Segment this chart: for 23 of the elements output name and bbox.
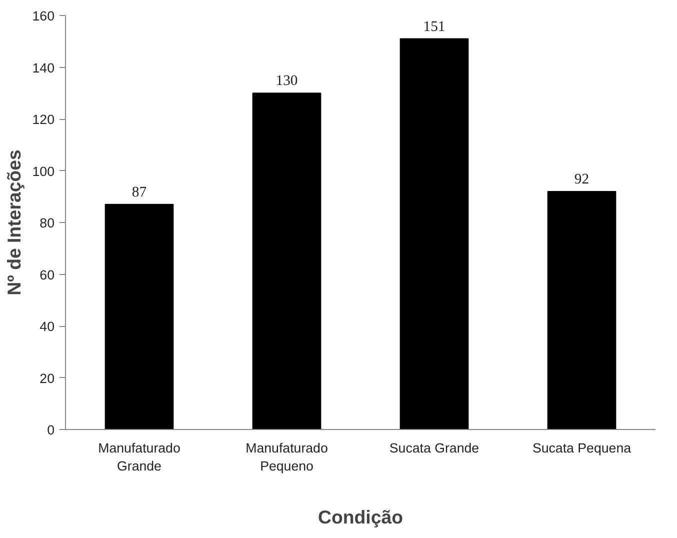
bar	[547, 190, 616, 430]
data-label: 130	[276, 73, 298, 90]
y-axis-title: Nº de Interações	[3, 150, 24, 296]
bar	[252, 92, 322, 430]
data-label: 151	[423, 18, 446, 35]
y-tick-label: 140	[32, 60, 55, 76]
y-tick-label: 40	[40, 319, 55, 334]
y-tick-label: 100	[32, 164, 55, 179]
data-label: 92	[574, 171, 590, 188]
x-tick-label: Sucata Grande	[389, 440, 480, 456]
y-tick-label: 20	[40, 370, 55, 386]
x-tick-label: Sucata Pequena	[532, 440, 632, 456]
y-tick-label: 160	[32, 8, 55, 24]
y-tick-label: 60	[40, 267, 55, 282]
bar	[104, 204, 174, 430]
x-axis-title: Condição	[318, 506, 404, 528]
y-tick-label: 0	[47, 422, 55, 438]
x-tick-label: Manufaturado Grande	[98, 440, 180, 474]
data-label: 87	[132, 184, 147, 200]
bar	[400, 38, 469, 430]
y-tick-label: 120	[32, 112, 55, 127]
x-tick-label: Manufaturado Pequeno	[246, 440, 328, 474]
y-tick-label: 80	[40, 216, 55, 230]
